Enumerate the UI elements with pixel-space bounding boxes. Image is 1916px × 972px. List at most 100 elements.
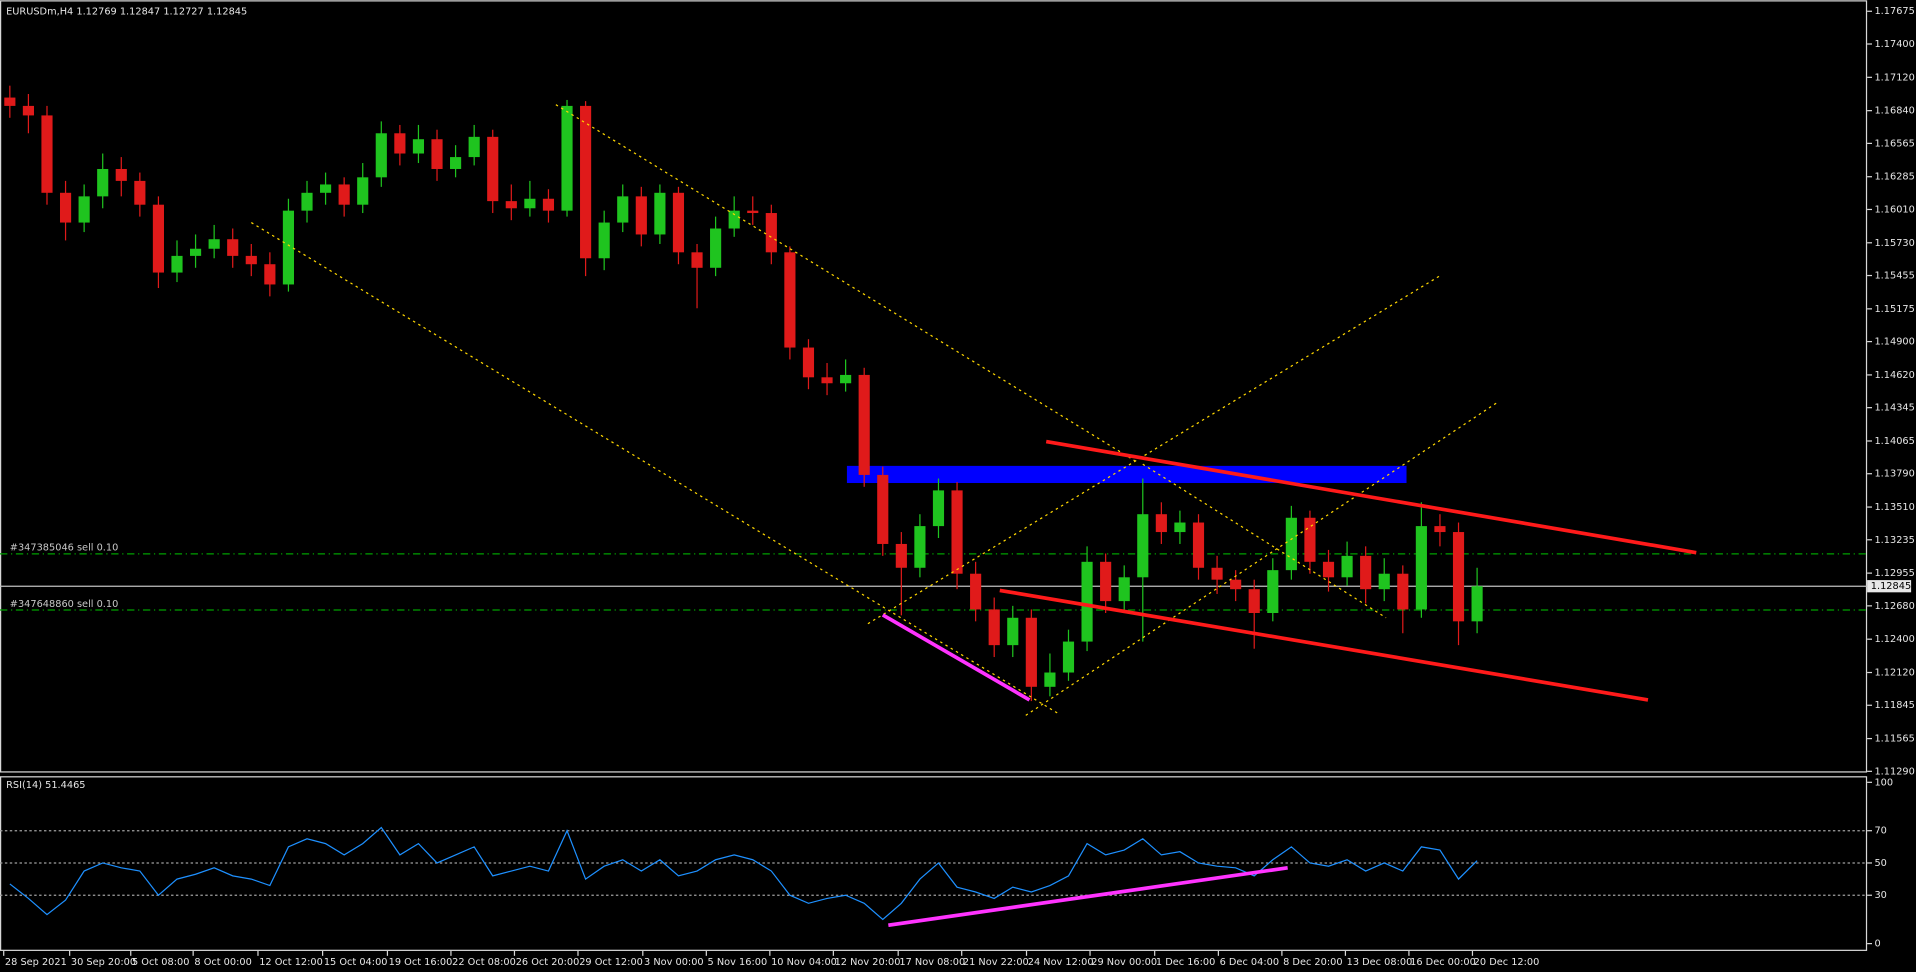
trend-line xyxy=(1025,401,1498,716)
candle-body xyxy=(691,252,703,268)
candle-body xyxy=(1100,561,1112,602)
candle-body xyxy=(840,374,852,384)
candle-body xyxy=(171,255,183,273)
candle-body xyxy=(1322,561,1335,578)
candle-body xyxy=(951,490,963,574)
candle-body xyxy=(450,157,462,169)
trend-line xyxy=(867,275,1440,625)
x-tick-label: 16 Dec 00:00 xyxy=(1410,957,1476,968)
candle-body xyxy=(487,136,499,202)
candle-body xyxy=(895,543,907,568)
candle-body xyxy=(189,248,202,256)
x-tick-label: 5 Oct 08:00 xyxy=(132,957,189,968)
candle-body xyxy=(375,133,387,178)
candle-body xyxy=(1248,589,1260,614)
y-tick-label: 1.14620 xyxy=(1874,370,1914,381)
candle-body xyxy=(4,97,16,106)
last-price-box xyxy=(1867,580,1912,593)
candle-body xyxy=(524,198,536,209)
y-tick-label: 70 xyxy=(1874,826,1886,837)
main-frame xyxy=(0,0,1868,773)
y-tick-label: 1.16565 xyxy=(1874,138,1914,149)
candle-body xyxy=(802,347,815,378)
candle-body xyxy=(1285,517,1297,571)
rsi-title: RSI(14) 51.4465 xyxy=(6,780,85,791)
y-tick-label: 1.11565 xyxy=(1874,734,1914,745)
y-tick-label: 1.14065 xyxy=(1874,436,1914,447)
y-tick-label: 100 xyxy=(1874,777,1893,788)
x-tick-label: 19 Oct 16:00 xyxy=(389,957,453,968)
candle-body xyxy=(22,105,34,116)
candle-body xyxy=(338,184,350,205)
y-tick-label: 1.13510 xyxy=(1874,502,1914,513)
candle-body xyxy=(468,136,480,158)
x-tick-label: 3 Nov 00:00 xyxy=(644,957,704,968)
last-price-label: 1.12845 xyxy=(1871,581,1911,592)
y-tick-label: 50 xyxy=(1874,858,1886,869)
candle-body xyxy=(1304,517,1316,562)
candle-body xyxy=(227,239,239,256)
candle-body xyxy=(264,264,276,285)
candle-body xyxy=(1137,514,1149,578)
trend-line xyxy=(881,613,1031,702)
y-tick-label: 1.11290 xyxy=(1874,766,1914,777)
candle-body xyxy=(784,252,796,348)
rsi-line xyxy=(9,826,1478,921)
candle-body xyxy=(301,192,313,211)
x-tick-label: 8 Dec 20:00 xyxy=(1283,957,1342,968)
candle-body xyxy=(431,139,443,169)
chart-title: EURUSDm,H4 1.12769 1.12847 1.12727 1.128… xyxy=(6,6,247,17)
candle-body xyxy=(710,228,722,268)
x-tick-label: 20 Dec 12:00 xyxy=(1474,957,1540,968)
candle-body xyxy=(1267,570,1279,614)
candle-body xyxy=(505,201,517,209)
candle-body xyxy=(134,180,146,205)
candle-body xyxy=(1434,526,1446,533)
candle-body xyxy=(152,204,164,273)
x-tick-label: 28 Sep 2021 xyxy=(5,957,67,968)
candle-body xyxy=(1471,586,1483,622)
y-tick-label: 1.12680 xyxy=(1874,601,1914,612)
candle-body xyxy=(1062,641,1075,673)
y-tick-label: 1.17675 xyxy=(1874,6,1914,17)
x-tick-label: 5 Nov 16:00 xyxy=(708,957,768,968)
candle-body xyxy=(320,184,332,193)
x-tick-label: 22 Oct 08:00 xyxy=(452,957,516,968)
y-tick-label: 1.12120 xyxy=(1874,668,1914,679)
candle-body xyxy=(1415,526,1427,610)
y-tick-label: 1.12400 xyxy=(1874,634,1914,645)
candle-body xyxy=(1452,532,1465,622)
y-tick-label: 1.15730 xyxy=(1874,238,1914,249)
candle-body xyxy=(357,177,369,205)
candle-body xyxy=(932,490,945,527)
y-tick-label: 30 xyxy=(1874,890,1886,901)
candle-body xyxy=(412,139,425,154)
y-tick-label: 1.15175 xyxy=(1874,304,1914,315)
trend-line xyxy=(888,865,1288,928)
y-tick-label: 1.17400 xyxy=(1874,39,1914,50)
candle-body xyxy=(41,115,53,193)
x-tick-label: 1 Dec 16:00 xyxy=(1156,957,1215,968)
x-tick-label: 30 Sep 20:00 xyxy=(71,957,136,968)
zone xyxy=(846,465,1407,484)
y-tick-label: 1.17120 xyxy=(1874,72,1914,83)
x-tick-label: 29 Nov 00:00 xyxy=(1091,957,1157,968)
candle-body xyxy=(282,210,295,285)
y-tick-label: 1.15455 xyxy=(1874,271,1914,282)
candle-body xyxy=(115,168,127,181)
candle-body xyxy=(394,133,406,154)
x-tick-label: 13 Dec 08:00 xyxy=(1347,957,1413,968)
y-tick-label: 1.13235 xyxy=(1874,535,1914,546)
candle-body xyxy=(1025,617,1037,687)
x-tick-label: 10 Nov 04:00 xyxy=(771,957,837,968)
y-tick-label: 1.13790 xyxy=(1874,469,1914,480)
y-tick-label: 1.16285 xyxy=(1874,172,1914,183)
candle-body xyxy=(1230,579,1242,590)
candle-body xyxy=(1397,573,1409,610)
trend-line xyxy=(1142,463,1387,619)
y-tick-label: 1.14345 xyxy=(1874,403,1914,414)
candle-body xyxy=(970,573,982,610)
candle-body xyxy=(78,196,90,223)
